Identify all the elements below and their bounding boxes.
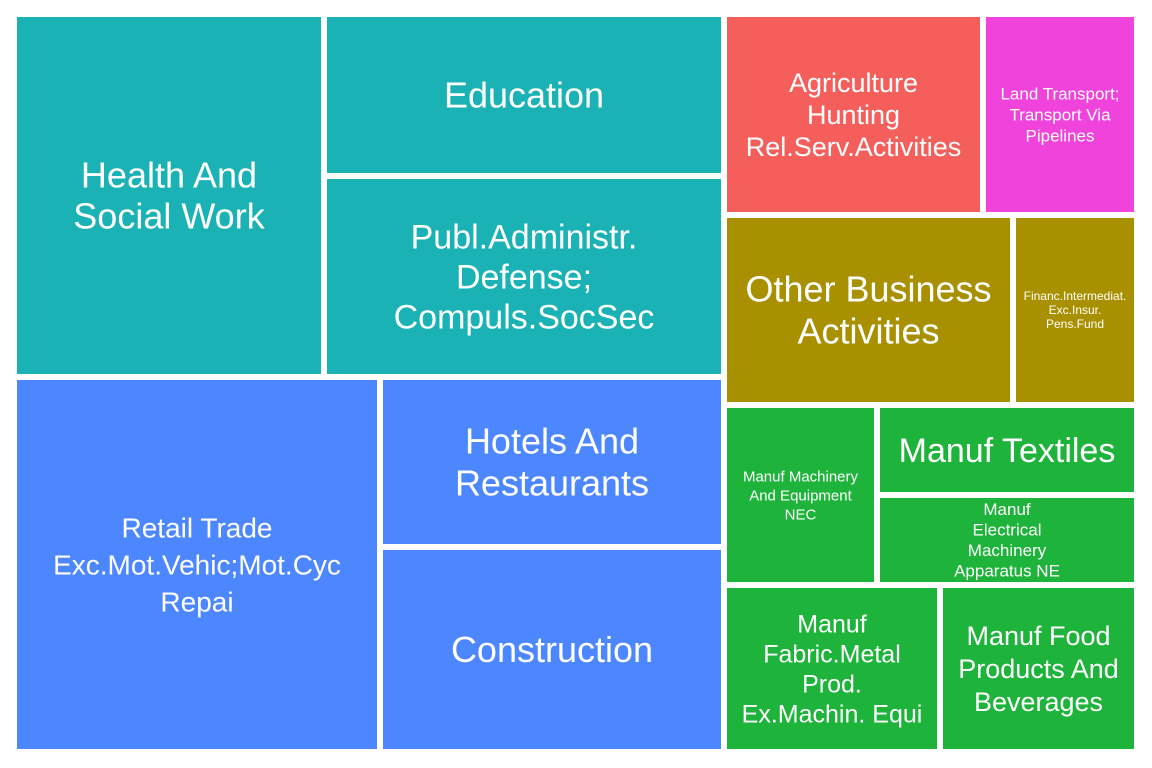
- tile-label: Manuf Food Products And Beverages: [958, 621, 1119, 717]
- tile-label: Retail Trade Exc.Mot.Vehic;Mot.Cyc Repai: [53, 512, 341, 617]
- tile-retail-trade-exc-mot-vehic-mot-cyc-repai: Retail Trade Exc.Mot.Vehic;Mot.Cyc Repai: [17, 380, 377, 749]
- tile-rect: [727, 588, 937, 749]
- tile-rect: [880, 408, 1134, 492]
- tile-agriculture-hunting-rel-serv-activities: Agriculture Hunting Rel.Serv.Activities: [727, 17, 980, 212]
- tile-label: Manuf Textiles: [899, 432, 1116, 470]
- tile-label: Other Business Activities: [745, 269, 991, 352]
- tile-label: Manuf Fabric.Metal Prod. Ex.Machin. Equi: [742, 610, 923, 728]
- tile-rect: [986, 17, 1134, 212]
- tile-label: Manuf Electrical Machinery Apparatus NE: [954, 500, 1060, 581]
- tile-label: Hotels And Restaurants: [455, 421, 649, 504]
- tile-construction: Construction: [383, 550, 721, 749]
- tile-rect: [880, 498, 1134, 582]
- tile-rect: [727, 218, 1010, 402]
- treemap-tiles: Health And Social Work Education Publ.Admin…: [17, 17, 1134, 749]
- tile-rect: [17, 380, 377, 749]
- tile-health-and-social-work: Health And Social Work: [17, 17, 321, 374]
- tile-rect: [327, 17, 721, 173]
- tile-financ-intermediat-exc-insur-pens-fund: Financ.Intermediat. Exc.Insur. Pens.Fund: [1016, 218, 1134, 402]
- tile-rect: [727, 17, 980, 212]
- tile-label: Land Transport; Transport Via Pipelines: [1000, 84, 1119, 145]
- tile-manuf-textiles: Manuf Textiles: [880, 408, 1134, 492]
- tile-rect: [943, 588, 1134, 749]
- tile-land-transport-transport-via-pipelines: Land Transport; Transport Via Pipelines: [986, 17, 1134, 212]
- tile-label: Health And Social Work: [73, 155, 265, 237]
- tile-rect: [383, 550, 721, 749]
- tile-rect: [17, 17, 321, 374]
- tile-publ-administr-defense-compuls-socsec: Publ.Administr. Defense; Compuls.SocSec: [327, 179, 721, 374]
- tile-other-business-activities: Other Business Activities: [727, 218, 1010, 402]
- tile-label: Manuf Machinery And Equipment NEC: [743, 468, 859, 523]
- tile-rect: [727, 408, 874, 582]
- tile-manuf-electrical-machinery-apparatus-ne: Manuf Electrical Machinery Apparatus NE: [880, 498, 1134, 582]
- tile-manuf-food-products-and-beverages: Manuf Food Products And Beverages: [943, 588, 1134, 749]
- tile-label: Publ.Administr. Defense; Compuls.SocSec: [394, 218, 655, 336]
- tile-manuf-fabric-metal-prod-ex-machin-equi: Manuf Fabric.Metal Prod. Ex.Machin. Equi: [727, 588, 937, 749]
- tile-label: Education: [444, 75, 604, 116]
- tile-label: Financ.Intermediat. Exc.Insur. Pens.Fund: [1024, 289, 1127, 331]
- tile-rect: [383, 380, 721, 544]
- tile-rect: [1016, 218, 1134, 402]
- tile-hotels-and-restaurants: Hotels And Restaurants: [383, 380, 721, 544]
- tile-education: Education: [327, 17, 721, 173]
- tile-manuf-machinery-and-equipment-nec: Manuf Machinery And Equipment NEC: [727, 408, 874, 582]
- tile-rect: [327, 179, 721, 374]
- tile-label: Agriculture Hunting Rel.Serv.Activities: [746, 68, 962, 162]
- tile-label: Construction: [451, 629, 653, 670]
